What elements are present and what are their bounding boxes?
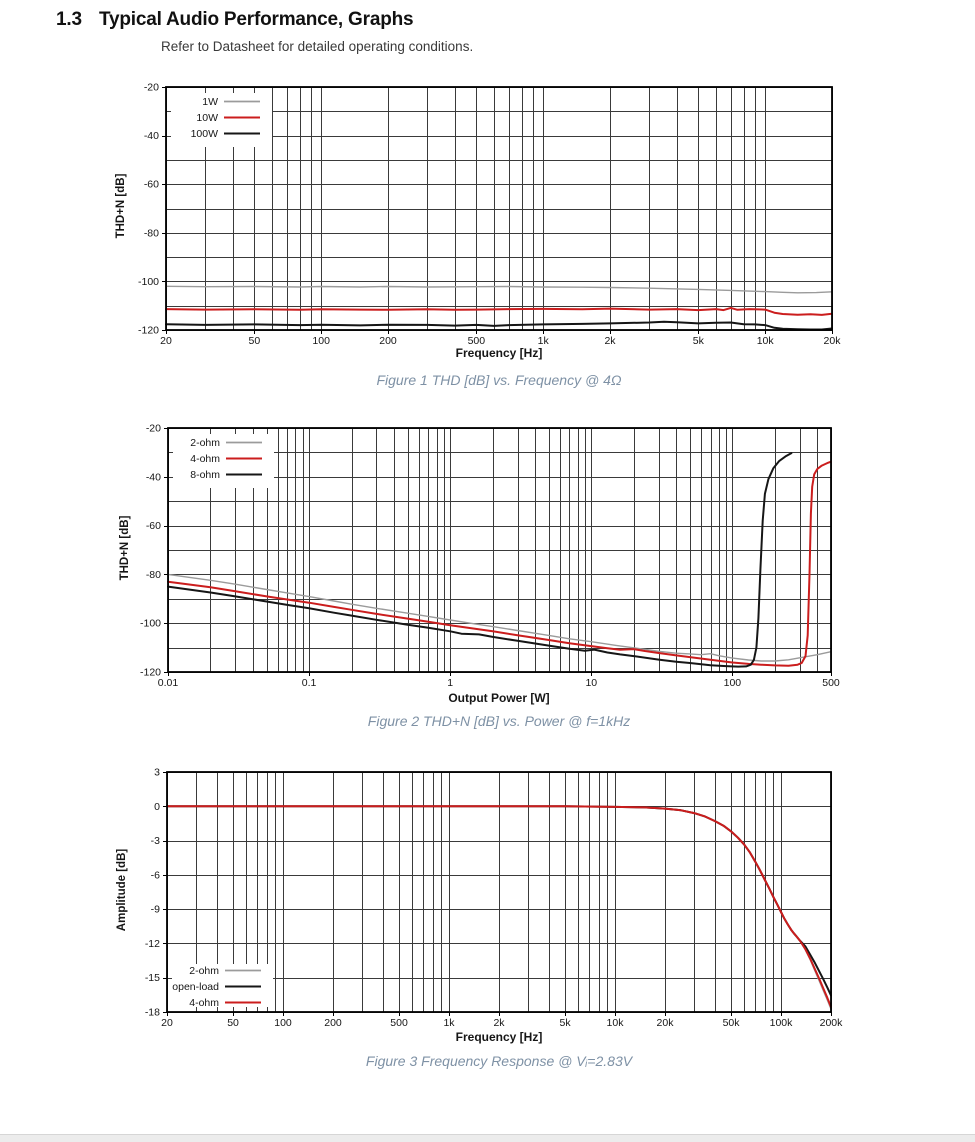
y-tick-label: -120 — [140, 667, 161, 679]
x-tick-label: 100 — [274, 1017, 292, 1029]
legend-label: 1W — [202, 96, 218, 108]
legend-label: 4-ohm — [190, 453, 220, 465]
legend: 2-ohm 4-ohm 8-ohm — [172, 434, 274, 488]
x-tick-label: 50 — [227, 1017, 239, 1029]
x-tick-label: 100k — [770, 1017, 794, 1029]
y-tick-label: -60 — [146, 520, 161, 532]
y-tick-label: -100 — [140, 618, 161, 630]
y-tick-label: -20 — [144, 82, 159, 94]
x-tick-label: 500 — [468, 335, 486, 347]
legend-label: 8-ohm — [190, 469, 220, 481]
x-tick-label: 200k — [820, 1017, 844, 1029]
y-tick-label: 3 — [154, 767, 160, 779]
x-tick-label: 1k — [538, 335, 550, 347]
x-tick-label: 200 — [379, 335, 397, 347]
series-line-100W — [165, 320, 833, 331]
x-tick-label: 20k — [824, 335, 842, 347]
axis-ticks — [162, 87, 833, 334]
series-line-10W — [165, 306, 833, 316]
y-tick-label: -120 — [138, 325, 159, 337]
x-tick-label: 2k — [493, 1017, 505, 1029]
series-line-4-ohm — [167, 460, 832, 667]
x-tick-label: 1 — [447, 677, 453, 689]
y-tick-label: -6 — [151, 869, 160, 881]
series-line-4-ohm — [166, 805, 832, 1008]
grid-lines — [167, 772, 832, 1013]
tick-labels: 0.01 0.1 1 10 100 500 -20 -40 -60 -80 -100 -120 — [140, 423, 840, 690]
y-tick-label: -60 — [144, 179, 159, 191]
legend: 1W 10W 100W — [170, 93, 272, 147]
figure-2-x-axis-label: Output Power [W] — [448, 691, 550, 705]
legend-label: 2-ohm — [190, 437, 220, 449]
legend-label: 2-ohm — [189, 965, 219, 977]
y-tick-label: -9 — [151, 904, 160, 916]
series-line-8-ohm — [167, 452, 793, 668]
page-title: Typical Audio Performance, Graphs — [99, 9, 414, 30]
x-tick-label: 500 — [822, 677, 840, 689]
y-tick-label: -12 — [145, 938, 160, 950]
section-number: 1.3 — [56, 9, 82, 30]
figure-2-plot: 2-ohm 4-ohm 8-ohm 0.01 0.1 1 10 100 500 -20 -40 -60… — [140, 423, 840, 690]
tick-labels: 20 50 100 200 500 1k 2k 5k 10k 20k 50k 100k 200k 3 0 -3… — [145, 767, 843, 1030]
series-line-1W — [165, 285, 833, 294]
figure-3-y-axis-label: Amplitude [dB] — [116, 848, 128, 932]
x-tick-label: 5k — [560, 1017, 572, 1029]
figure-3-caption: Figure 3 Frequency Response @ Vᵢ=2.83V — [365, 1053, 633, 1069]
x-tick-label: 0.01 — [158, 677, 179, 689]
legend-label: 4-ohm — [189, 997, 219, 1009]
x-tick-label: 20 — [160, 335, 172, 347]
y-tick-label: -100 — [138, 276, 159, 288]
figure-2-caption: Figure 2 THD+N [dB] vs. Power @ f=1kHz — [367, 713, 631, 729]
plot-border — [166, 771, 832, 1013]
x-tick-label: 10k — [607, 1017, 625, 1029]
x-tick-label: 2k — [604, 335, 616, 347]
x-tick-label: 100 — [724, 677, 742, 689]
plot-border — [165, 86, 833, 331]
y-tick-label: -80 — [146, 569, 161, 581]
legend: 2-ohm open-load 4-ohm — [171, 964, 273, 1010]
y-tick-label: -18 — [145, 1007, 160, 1019]
plot-background — [167, 772, 831, 1012]
page-subtitle: Refer to Datasheet for detailed operatin… — [161, 39, 474, 54]
y-tick-label: -3 — [151, 835, 160, 847]
x-tick-label: 50 — [248, 335, 260, 347]
figure-2-y-axis-label: THD+N [dB] — [119, 515, 131, 581]
y-tick-label: -20 — [146, 423, 161, 435]
x-tick-label: 50k — [723, 1017, 741, 1029]
figure-1-y-axis-label: THD+N [dB] — [115, 173, 127, 239]
legend-label: 10W — [196, 112, 218, 124]
y-tick-label: -15 — [145, 972, 160, 984]
x-tick-label: 200 — [324, 1017, 342, 1029]
y-tick-label: -80 — [144, 227, 159, 239]
plot-border — [167, 427, 832, 673]
x-tick-label: 20 — [161, 1017, 173, 1029]
x-tick-label: 1k — [443, 1017, 455, 1029]
x-tick-label: 10k — [757, 335, 775, 347]
y-tick-label: -40 — [144, 130, 159, 142]
y-tick-label: 0 — [154, 801, 160, 813]
legend-label: open-load — [172, 981, 219, 993]
tick-labels: 20 50 100 200 500 1k 2k 5k 10k 20k -20 -40 -60 -80 -10… — [138, 82, 841, 348]
figure-1-x-axis-label: Frequency [Hz] — [455, 346, 543, 360]
figure-1-plot: 1W 10W 100W 20 50 100 200 500 1k 2k 5k 10k 20k -20 -40… — [138, 82, 841, 348]
figure-3-plot: 2-ohm open-load 4-ohm 20 50 100 200 500 1k 2k 5k 10… — [145, 767, 843, 1030]
x-tick-label: 5k — [693, 335, 705, 347]
x-tick-label: 0.1 — [302, 677, 317, 689]
y-tick-label: -40 — [146, 471, 161, 483]
page-bottom-bar — [0, 1134, 975, 1142]
x-tick-label: 10 — [585, 677, 597, 689]
x-tick-label: 20k — [657, 1017, 675, 1029]
series-line-2-ohm — [167, 573, 832, 662]
x-tick-label: 500 — [390, 1017, 408, 1029]
legend-label: 100W — [191, 128, 219, 140]
figure-1-caption: Figure 1 THD [dB] vs. Frequency @ 4Ω — [376, 372, 622, 388]
x-tick-label: 100 — [312, 335, 330, 347]
figure-3-x-axis-label: Frequency [Hz] — [455, 1030, 543, 1044]
